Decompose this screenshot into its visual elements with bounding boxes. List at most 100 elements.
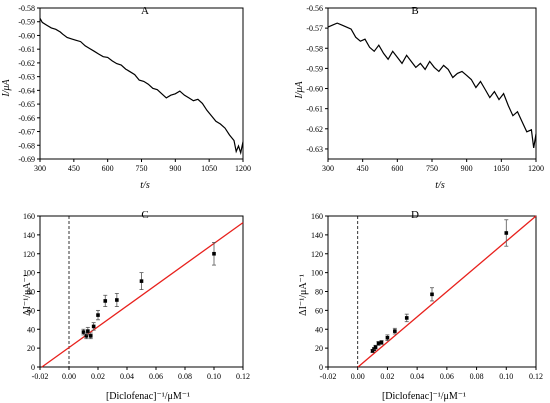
panel-b-ytick-label: -0.60 — [306, 85, 323, 94]
panel-b-xtick-label: 1200 — [528, 164, 544, 173]
panel-d-data-point — [379, 340, 384, 345]
panel-d-ytick-label: 40 — [315, 325, 323, 334]
panel-d-data-point — [385, 335, 390, 340]
panel-d-axes: -0.02 0.00 0.02 0.04 0.06 0.08 0.10 0.12 0 20 40 60… — [311, 212, 543, 381]
panel-d-data-point — [376, 341, 381, 346]
panel-d-ytick-label: 80 — [315, 288, 323, 297]
panel-b-xtick-label: 600 — [391, 164, 403, 173]
panel-b-xtick-label: 900 — [461, 164, 473, 173]
panel-b-xtick-label: 750 — [426, 164, 438, 173]
panel-d-xtick-label: 0.00 — [351, 372, 365, 381]
panel-a-xtick-label: 1050 — [201, 164, 217, 173]
panel-b-ytick-label: -0.57 — [306, 24, 323, 33]
panel-a-ytick-label: -0.69 — [18, 155, 35, 164]
panel-a-ylabel: I/μA — [1, 78, 12, 97]
panel-c-fit-line — [41, 222, 244, 368]
panel-c-data-point — [91, 324, 96, 329]
panel-a-xlabel: t/s — [140, 180, 150, 191]
panel-a-ytick-label: -0.64 — [18, 86, 35, 95]
panel-c-data-point — [88, 334, 93, 338]
panel-d-fit-line — [357, 215, 537, 368]
panel-c-xtick-label: 0.04 — [120, 372, 134, 381]
panel-c-data-point — [212, 251, 216, 256]
panel-b-ytick-label: -0.62 — [306, 125, 323, 134]
panel-a-xtick-label: 300 — [34, 164, 46, 173]
panel-d-ytick-label: 0 — [319, 363, 323, 372]
panel-a-xtick-label: 450 — [68, 164, 80, 173]
panel-a-ytick-label: -0.61 — [18, 45, 35, 54]
panel-d-ytick-label: 60 — [315, 306, 323, 315]
panel-b-ytick-label: -0.58 — [306, 44, 323, 53]
panel-a-series-line — [39, 18, 244, 156]
panel-b: B 300 450 600 750 900 1050 1200 -0.56 -0.57 -0.58… — [294, 4, 544, 191]
panel-a-xtick-label: 900 — [169, 164, 181, 173]
panel-a-ytick-label: -0.67 — [18, 128, 35, 137]
panel-c-data-point — [81, 330, 86, 334]
panel-d-data-point — [373, 345, 378, 349]
panel-a-frame — [39, 7, 244, 160]
panel-a-ytick-label: -0.59 — [18, 18, 35, 27]
panel-c-ytick-label: 100 — [23, 269, 35, 278]
panel-d-ytick-label: 20 — [315, 344, 323, 353]
panel-d-ylabel: ΔI⁻¹/μA⁻¹ — [298, 274, 309, 316]
panel-d: D -0.02 0.00 0.02 0.04 0.06 0.08 0.10 0.12 0 20 40… — [298, 209, 543, 402]
panel-c-ytick-label: 60 — [27, 306, 35, 315]
panel-d-data-point — [393, 329, 397, 333]
panel-c-xtick-label: 0.12 — [236, 372, 250, 381]
panel-c-ytick-label: 40 — [27, 325, 35, 334]
panel-b-xtick-label: 450 — [357, 164, 369, 173]
panel-c-xtick-label: 0.06 — [149, 372, 163, 381]
panel-c-xtick-label: 0.02 — [91, 372, 105, 381]
panel-d-xtick-label: 0.04 — [410, 372, 424, 381]
panel-a-axes: 300 450 600 750 900 1050 1200 -0.58 -0.59 -0.60 -0… — [18, 4, 251, 173]
panel-b-series-line — [327, 22, 537, 148]
panel-c-data-point — [96, 313, 100, 317]
panel-a-ytick-label: -0.62 — [18, 59, 35, 68]
panel-d-data-point — [504, 231, 509, 235]
panel-c-label: C — [141, 209, 148, 221]
panel-d-xtick-label: -0.02 — [320, 372, 337, 381]
panel-c-ytick-label: 80 — [27, 288, 35, 297]
panel-d-xtick-label: 0.02 — [380, 372, 394, 381]
panel-a-xtick-label: 750 — [136, 164, 148, 173]
panel-a-ytick-label: -0.58 — [18, 4, 35, 13]
panel-b-ytick-label: -0.63 — [306, 145, 323, 154]
panel-c-ytick-label: 20 — [27, 344, 35, 353]
panel-b-ytick-label: -0.61 — [306, 105, 323, 114]
panel-c-data-point — [86, 329, 90, 333]
panel-c-ytick-label: 160 — [23, 212, 35, 221]
panel-d-xtick-label: 0.10 — [499, 372, 513, 381]
panel-b-ylabel: I/μA — [294, 80, 305, 99]
panel-c-data-point — [139, 279, 144, 283]
panel-b-xlabel: t/s — [435, 180, 445, 191]
panel-b-xtick-label: 300 — [322, 164, 334, 173]
panel-d-data-point — [404, 316, 409, 320]
panel-c-xtick-label: 0.08 — [178, 372, 192, 381]
panel-b-axes: 300 450 600 750 900 1050 1200 -0.56 -0.57 -0.58 -0… — [306, 4, 544, 173]
panel-d-ytick-label: 140 — [311, 231, 323, 240]
panel-c-xlabel: [Diclofenac]⁻¹/μM⁻¹ — [106, 391, 190, 402]
panel-a-label: A — [141, 5, 149, 17]
panel-a-ytick-label: -0.65 — [18, 100, 35, 109]
panel-d-ytick-label: 160 — [311, 212, 323, 221]
panel-a: A 300 450 600 750 900 1050 1200 -0.58 -0.59 -0.60… — [1, 4, 251, 191]
panel-a-ytick-label: -0.63 — [18, 73, 35, 82]
panel-b-xtick-label: 1050 — [493, 164, 509, 173]
panel-a-xtick-label: 1200 — [235, 164, 251, 173]
panel-a-xtick-label: 600 — [102, 164, 114, 173]
panel-d-xtick-label: 0.08 — [470, 372, 484, 381]
panel-d-ytick-label: 120 — [311, 250, 323, 259]
panel-c-xtick-label: 0.10 — [207, 372, 221, 381]
panel-c-ytick-label: 0 — [31, 363, 35, 372]
panel-d-label: D — [411, 209, 419, 221]
panel-d-xtick-label: 0.12 — [529, 372, 543, 381]
panel-d-data-point — [370, 349, 375, 353]
panel-a-ytick-label: -0.68 — [18, 141, 35, 150]
panel-b-label: B — [411, 5, 418, 17]
panel-b-ytick-label: -0.59 — [306, 64, 323, 73]
panel-c-data-point — [84, 334, 89, 338]
panel-c-ytick-label: 120 — [23, 250, 35, 259]
panel-c-ytick-label: 140 — [23, 231, 35, 240]
panel-d-xtick-label: 0.06 — [440, 372, 454, 381]
